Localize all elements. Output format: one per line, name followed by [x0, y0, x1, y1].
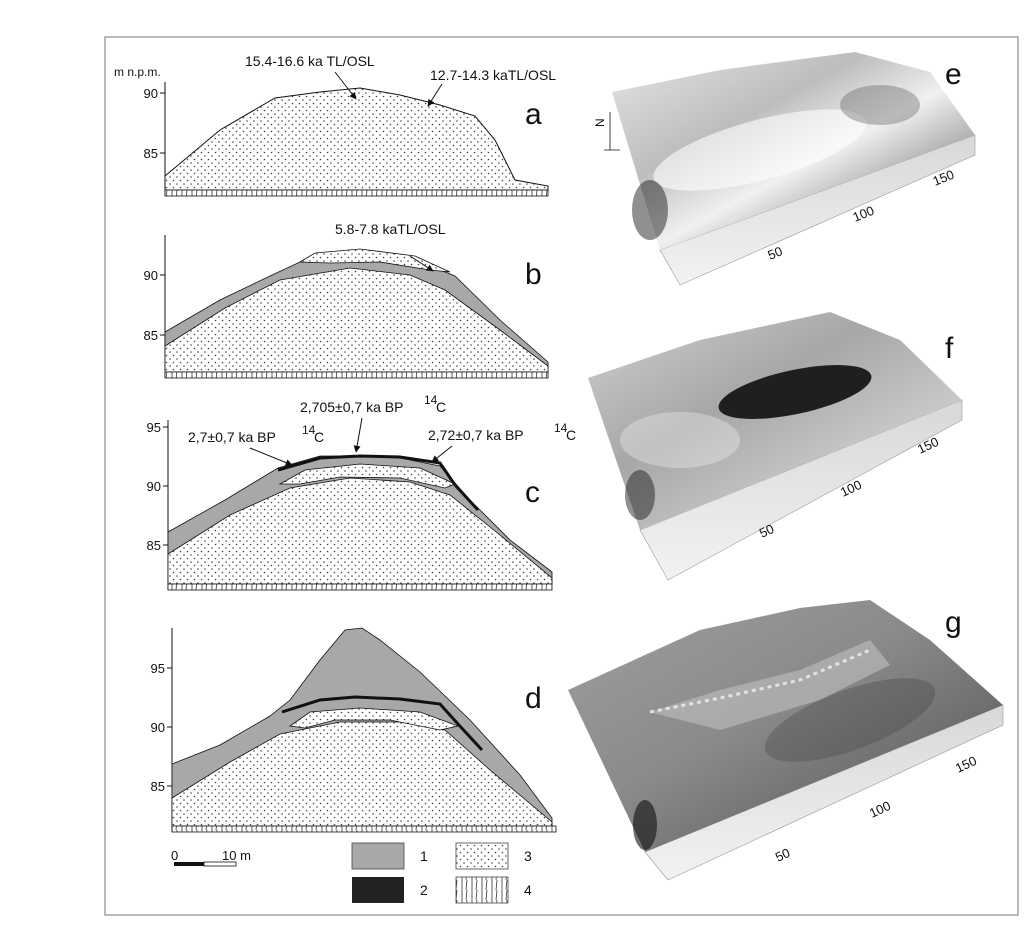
legend-swatch-4	[455, 876, 509, 904]
label-c-1-suffix: C	[436, 399, 446, 415]
legend-swatch-3	[455, 842, 509, 870]
label-b-1: 5.8-7.8 kaTL/OSL	[335, 221, 446, 237]
model-f-surface	[588, 312, 962, 530]
legend-swatch-2	[352, 877, 404, 903]
scale-segment-dark	[174, 862, 204, 866]
label-c-2-suffix: C	[314, 429, 324, 445]
label-c-2-sup: 14	[302, 423, 316, 437]
top-sand-b	[298, 248, 451, 273]
humus-layer-c	[277, 454, 480, 512]
profile-b: 90 85 5.8-7.8 kaTL/OSL b	[144, 221, 549, 379]
scale-bar: 0 10 m	[171, 848, 251, 867]
legend-swatch-1	[351, 842, 405, 870]
north-arrow-icon	[604, 112, 620, 151]
model-e-ridge-light	[653, 109, 867, 191]
model-g-ridge-line	[649, 648, 871, 714]
legend-label-3: 3	[524, 848, 532, 864]
model-g-tick-150: 150	[953, 753, 979, 776]
legend-label-2: 2	[420, 882, 428, 898]
tick-label-b-90: 90	[144, 268, 158, 283]
panel-letter-g: g	[945, 606, 962, 639]
panel-letter-d: d	[525, 682, 542, 715]
tick-label-d-85: 85	[151, 779, 165, 794]
tick-label-c-90: 90	[147, 479, 161, 494]
label-c-2: 2,7±0,7 ka BP	[188, 429, 276, 445]
profile-a: m n.p.m. 90 85 15.4-16.6 ka TL/OSL 12.7-…	[114, 53, 556, 197]
bedrock-c	[167, 583, 553, 591]
arrow-a-1	[334, 71, 357, 100]
model-e-shade	[840, 85, 920, 125]
bedrock-a	[164, 189, 549, 197]
profile-c: 95 90 85 2,705±0,7 ka BP 14 C 2,7±0,7 ka…	[147, 393, 576, 591]
model-f-tick-50: 50	[757, 521, 776, 541]
legend: 1 2 3 4	[351, 842, 532, 904]
legend-label-4: 4	[524, 882, 532, 898]
model-f-shade-left	[625, 470, 655, 520]
label-a-2: 12.7-14.3 kaTL/OSL	[430, 67, 556, 83]
y-unit-label: m n.p.m.	[114, 65, 161, 79]
model-e-shade-left	[632, 180, 668, 240]
scale-label: 10 m	[222, 848, 251, 863]
panel-letter-b: b	[525, 258, 542, 291]
profile-d: 95 90 85 d	[151, 627, 557, 833]
scale-zero: 0	[171, 848, 178, 863]
arrow-a-2	[427, 83, 443, 107]
north-label: N	[593, 118, 607, 127]
top-sand-c	[278, 463, 457, 489]
panel-letter-f: f	[945, 332, 954, 365]
model-e: e 50 100 150 N	[593, 52, 976, 286]
model-g-side	[644, 704, 1004, 881]
model-g-mound-top	[650, 640, 890, 730]
tick-label-c-95: 95	[147, 420, 161, 435]
model-g-surface	[568, 600, 1003, 852]
legend-label-1: 1	[420, 848, 428, 864]
model-e-tick-50: 50	[766, 243, 785, 262]
mound-body-d	[171, 721, 553, 827]
label-c-1: 2,705±0,7 ka BP	[300, 399, 403, 415]
tick-label-a-85: 85	[144, 146, 158, 161]
model-g-tick-100: 100	[867, 798, 893, 821]
model-f-side	[639, 399, 963, 581]
arrow-c-1	[353, 417, 363, 453]
model-g-tick-50: 50	[773, 845, 792, 865]
tick-label-a-90: 90	[144, 86, 158, 101]
model-g-shade	[764, 678, 936, 762]
bedrock-b	[164, 371, 549, 379]
label-c-3-sup: 14	[554, 421, 568, 435]
panel-letter-a: a	[525, 98, 542, 131]
mound-body-a	[164, 87, 549, 191]
model-f-pit	[718, 365, 872, 419]
model-g-shade-left	[633, 800, 657, 850]
label-a-1: 15.4-16.6 ka TL/OSL	[245, 53, 375, 69]
arrow-c-3	[431, 445, 453, 463]
arrow-c-2	[249, 447, 293, 466]
figure-frame	[104, 36, 1019, 916]
tick-label-b-85: 85	[144, 328, 158, 343]
tick-label-d-95: 95	[151, 661, 165, 676]
tick-label-d-90: 90	[151, 720, 165, 735]
mound-body-c	[167, 477, 553, 585]
bedrock-d	[171, 825, 557, 833]
top-sand-d	[288, 707, 460, 731]
model-f-light	[620, 412, 740, 468]
humus-layer-d	[281, 695, 484, 752]
arrow-b-1	[409, 255, 434, 272]
panel-letter-e: e	[945, 58, 962, 91]
label-c-1-sup: 14	[424, 393, 438, 407]
label-c-3: 2,72±0,7 ka BP	[428, 427, 524, 443]
model-f: f 50 100 150	[588, 312, 963, 581]
model-g: g 50 100 150	[568, 600, 1004, 881]
tick-label-c-85: 85	[147, 538, 161, 553]
label-c-3-suffix: C	[566, 427, 576, 443]
scale-segment-light	[203, 861, 237, 867]
panel-letter-c: c	[525, 476, 540, 509]
